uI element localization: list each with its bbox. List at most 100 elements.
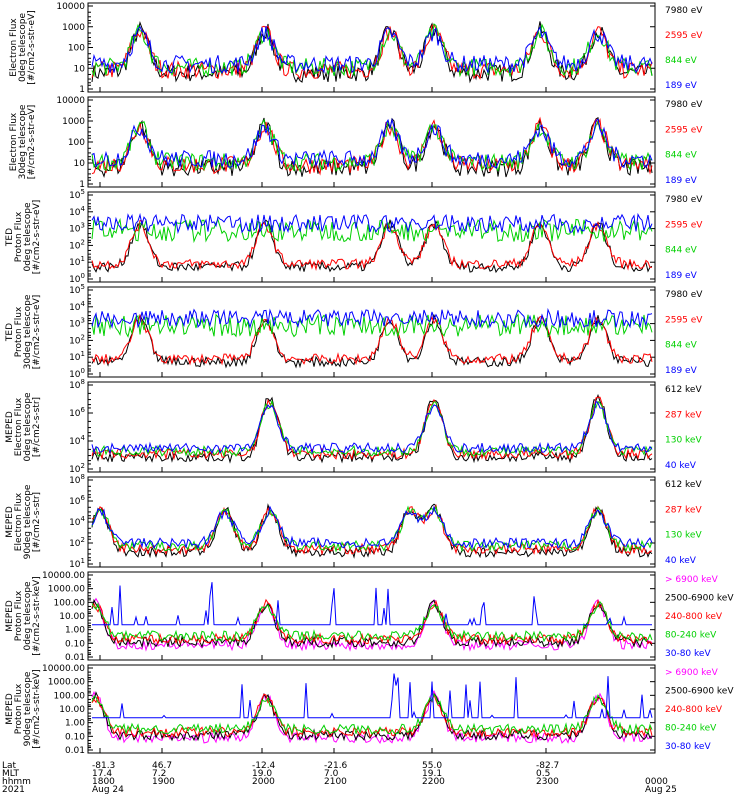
y-axis-label: 0deg telescope [18, 13, 28, 83]
y-tick-label: 10000 [56, 2, 85, 12]
series-line [91, 23, 653, 78]
y-axis-label: Electron Flux [9, 112, 19, 171]
y-axis-label: [#/cm2-s-str-keV] [32, 576, 42, 655]
series-line [91, 117, 653, 170]
series-marks [91, 212, 653, 274]
series-line [91, 400, 653, 458]
series-line [91, 25, 653, 75]
y-axis-label: [#/cm2-s-str-eV] [27, 10, 37, 85]
series-line [91, 503, 653, 559]
panel-frame [87, 191, 656, 283]
series-line [91, 505, 653, 553]
legend-entry: 80-240 keV [665, 631, 717, 641]
x-tick-lat: 55.0 [422, 761, 442, 771]
y-axis-label: 90deg telescope [23, 484, 33, 559]
y-tick-label: 106 [69, 406, 85, 419]
legend-entry: 30-80 keV [665, 649, 711, 659]
series-line [91, 219, 653, 274]
legend-entry: 7980 eV [665, 6, 703, 16]
legend-entry: 130 keV [665, 531, 702, 541]
y-axis-label: Electron Flux [14, 492, 24, 551]
y-axis-label: 90deg telescope [23, 671, 33, 746]
panel-3: 105 104 103 102 101 100 TED Proton Flux 0deg tel… [5, 188, 703, 285]
legend-entry: 612 keV [665, 385, 702, 395]
x-row-label: 2021 [2, 785, 25, 795]
y-tick-label: 1000 [62, 23, 85, 33]
x-tick-lat: -12.4 [252, 761, 276, 771]
legend-entry: 844 eV [665, 56, 698, 66]
x-tick-hhmm: 1900 [152, 777, 175, 787]
y-axis-label: 0deg telescope [23, 202, 33, 272]
series-line [91, 313, 653, 338]
legend-entry: 287 keV [665, 505, 702, 515]
x-row-label: Lat [2, 761, 17, 771]
y-tick-label: 1000.00 [48, 585, 85, 595]
series-marks [91, 116, 653, 179]
y-tick-label: 0.10 [65, 639, 85, 649]
x-tick-lat: -21.6 [324, 761, 348, 771]
y-tick-label: 10.00 [59, 705, 85, 715]
y-tick-label: 10000 [56, 96, 85, 106]
x-row-label: MLT [2, 769, 20, 779]
y-tick-label: 0.01 [65, 746, 85, 756]
series-line [92, 673, 653, 719]
y-axis-label: 0deg telescope [23, 581, 33, 651]
x-tick-mlt: 7.2 [152, 769, 166, 779]
y-axis-label: MEPED [5, 506, 15, 538]
y-tick-label: 10000.00 [42, 664, 85, 674]
legend-entry: 189 eV [665, 271, 698, 281]
y-axis-label: [#/cm2-s-str-eV] [27, 105, 37, 180]
y-tick-label: 1.00 [65, 626, 85, 636]
y-axis-label: TED [5, 228, 15, 247]
legend-entry: 2595 eV [665, 315, 703, 325]
y-tick-label: 102 [69, 333, 85, 346]
legend-entry: 2595 eV [665, 220, 703, 230]
legend-entry: 30-80 keV [665, 742, 711, 752]
y-tick-label: 104 [69, 515, 85, 528]
legend-entry: 80-240 keV [665, 724, 717, 734]
legend-entry: 844 eV [665, 246, 698, 256]
x-tick-lat: -82.7 [536, 761, 559, 771]
series-line [91, 600, 653, 643]
legend-entry: 189 eV [665, 366, 698, 376]
x-tick-lat: 46.7 [152, 761, 172, 771]
y-axis-label: 30deg telescope [18, 104, 28, 179]
y-tick-label: 100.00 [54, 598, 86, 608]
y-tick-label: 101 [69, 255, 85, 268]
y-tick-label: 1 [79, 85, 85, 95]
y-tick-label: 106 [69, 494, 85, 507]
y-tick-label: 1000 [62, 117, 85, 127]
y-tick-label: 104 [69, 300, 85, 313]
x-tick-hhmm: 2200 [422, 777, 445, 787]
series-line [92, 582, 652, 627]
y-tick-label: 100.00 [54, 691, 86, 701]
y-axis-label: MEPED [5, 600, 15, 632]
y-tick-label: 102 [69, 238, 85, 251]
panel-frame [87, 381, 656, 473]
series-line [91, 393, 653, 464]
series-line [91, 212, 653, 235]
y-axis-label: MEPED [5, 411, 15, 443]
y-axis-label: Proton Flux [14, 211, 24, 262]
x-tick-mlt: 17.4 [92, 769, 112, 779]
y-axis-label: Proton Flux [14, 306, 24, 357]
legend-entry: 7980 eV [665, 195, 703, 205]
y-tick-label: 102 [69, 536, 85, 549]
y-axis-label: 30deg telescope [23, 294, 33, 369]
series-marks [91, 393, 653, 464]
y-axis-label: Proton Flux [14, 683, 24, 734]
series-marks [91, 20, 653, 84]
panel-frame [87, 664, 656, 754]
y-tick-label: 10000.00 [42, 571, 85, 581]
y-tick-label: 103 [69, 222, 85, 235]
legend-entry: 7980 eV [665, 290, 703, 300]
y-tick-label: 100 [68, 44, 85, 54]
legend-entry: 287 keV [665, 410, 702, 420]
series-line [91, 313, 653, 369]
panel-frame [87, 2, 656, 93]
x-tick-lat: -81.3 [92, 761, 115, 771]
x-row-label: hhmm [2, 777, 31, 787]
legend-entry: 189 eV [665, 176, 698, 186]
series-line [91, 117, 653, 179]
